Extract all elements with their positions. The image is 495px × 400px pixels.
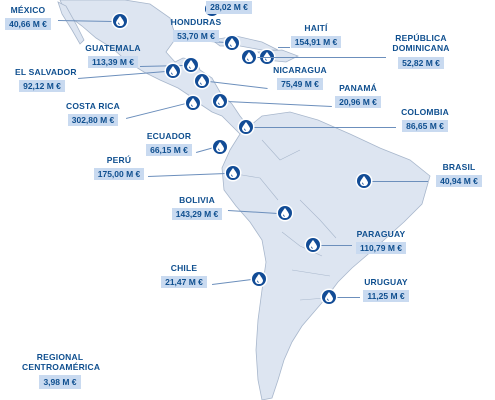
- country-name: PANAMÁ: [339, 83, 377, 93]
- country-name: REPÚBLICA DOMINICANA: [392, 33, 450, 53]
- pin-costarica[interactable]: [186, 96, 200, 110]
- leader-line-paraguay: [320, 245, 352, 246]
- country-name: BRASIL: [442, 162, 476, 172]
- label-elsalvador: EL SALVADOR 92,12 M €: [15, 67, 77, 93]
- pin-paraguay[interactable]: [306, 238, 320, 252]
- leader-line-uruguay: [336, 297, 360, 298]
- funding-amount: 53,70 M €: [173, 29, 219, 42]
- leader-line-brasil: [371, 181, 428, 182]
- pin-panama[interactable]: [213, 94, 227, 108]
- label-nicaragua: NICARAGUA 75,49 M €: [266, 66, 334, 91]
- country-name: GUATEMALA: [85, 43, 141, 53]
- label-dominicana: REPÚBLICA DOMINICANA 52,82 M €: [384, 33, 458, 70]
- country-name: BOLIVIA: [179, 195, 215, 205]
- pin-guatemala[interactable]: [184, 58, 198, 72]
- border-lines: [235, 139, 337, 301]
- funding-amount: 21,47 M €: [161, 275, 207, 288]
- regional-amount: 3,98 M €: [39, 375, 81, 390]
- funding-amount: 40,66 M €: [5, 17, 51, 30]
- pin-honduras[interactable]: [225, 36, 239, 50]
- funding-amount: 154,91 M €: [290, 35, 342, 48]
- funding-amount: 113,39 M €: [87, 55, 139, 68]
- label-colombia: COLOMBIA 86,65 M €: [394, 108, 456, 133]
- pin-brasil[interactable]: [357, 174, 371, 188]
- pin-mexico[interactable]: [113, 14, 127, 28]
- landmass-south-america: [221, 111, 431, 400]
- funding-amount: 143,29 M €: [171, 207, 223, 220]
- country-name: COSTA RICA: [66, 101, 120, 111]
- funding-amount: 175,00 M €: [93, 167, 145, 180]
- label-paraguay: PARAGUAY 110,79 M €: [350, 230, 412, 255]
- pin-elsalvador[interactable]: [166, 64, 180, 78]
- country-name: MÉXICO: [10, 5, 46, 15]
- funding-amount: 302,80 M €: [67, 113, 119, 126]
- funding-amount: 66,15 M €: [146, 143, 192, 156]
- country-name: NICARAGUA: [273, 65, 327, 75]
- landmass-baja: [57, 1, 85, 45]
- funding-amount: 28,02 M €: [206, 1, 252, 14]
- pin-peru[interactable]: [226, 166, 240, 180]
- regional-title-line1: REGIONAL: [36, 352, 84, 362]
- funding-amount: 11,25 M €: [363, 289, 409, 302]
- label-belice: 28,02 M €: [203, 0, 255, 14]
- label-bolivia: BOLIVIA 143,29 M €: [166, 196, 228, 221]
- label-peru: PERÚ 175,00 M €: [90, 156, 148, 181]
- leader-line-colombia: [253, 127, 396, 128]
- pin-bolivia[interactable]: [278, 206, 292, 220]
- regional-centroamerica: REGIONAL CENTROAMÉRICA 3,98 M €: [22, 352, 101, 390]
- label-guatemala: GUATEMALA 113,39 M €: [84, 44, 142, 69]
- funding-amount: 20,96 M €: [335, 95, 381, 108]
- pin-nicaragua[interactable]: [195, 74, 209, 88]
- funding-amount: 86,65 M €: [402, 119, 448, 132]
- funding-amount: 110,79 M €: [355, 241, 407, 254]
- label-chile: CHILE 21,47 M €: [156, 264, 212, 289]
- country-name: URUGUAY: [364, 277, 408, 287]
- pin-uruguay[interactable]: [322, 290, 336, 304]
- country-name: HONDURAS: [170, 17, 222, 27]
- leader-line-dominicana: [256, 57, 386, 58]
- label-uruguay: URUGUAY 11,25 M €: [358, 278, 414, 303]
- funding-amount: 92,12 M €: [19, 79, 65, 92]
- country-name: PERÚ: [106, 155, 132, 165]
- regional-title-line2: CENTROAMÉRICA: [22, 362, 101, 373]
- pin-chile[interactable]: [252, 272, 266, 286]
- country-name: HAITÍ: [304, 23, 328, 33]
- country-name: ECUADOR: [146, 131, 192, 141]
- funding-amount: 40,94 M €: [436, 174, 482, 187]
- label-panama: PANAMÁ 20,96 M €: [330, 84, 386, 109]
- funding-amount: 75,49 M €: [277, 77, 323, 90]
- label-costarica: COSTA RICA 302,80 M €: [60, 102, 126, 127]
- pin-ecuador[interactable]: [213, 140, 227, 154]
- country-name: CHILE: [170, 263, 198, 273]
- label-haiti: HAITÍ 154,91 M €: [286, 24, 346, 49]
- label-mexico: MÉXICO 40,66 M €: [0, 6, 56, 31]
- label-ecuador: ECUADOR 66,15 M €: [142, 132, 196, 157]
- pin-dominicana[interactable]: [242, 50, 256, 64]
- funding-amount: 52,82 M €: [398, 56, 444, 70]
- leader-line-haiti: [278, 47, 290, 48]
- country-name: COLOMBIA: [401, 107, 449, 117]
- country-name: EL SALVADOR: [15, 67, 77, 77]
- country-name: PARAGUAY: [356, 229, 406, 239]
- label-honduras: HONDURAS 53,70 M €: [166, 18, 226, 43]
- label-brasil: BRASIL 40,94 M €: [426, 163, 492, 188]
- pin-colombia[interactable]: [239, 120, 253, 134]
